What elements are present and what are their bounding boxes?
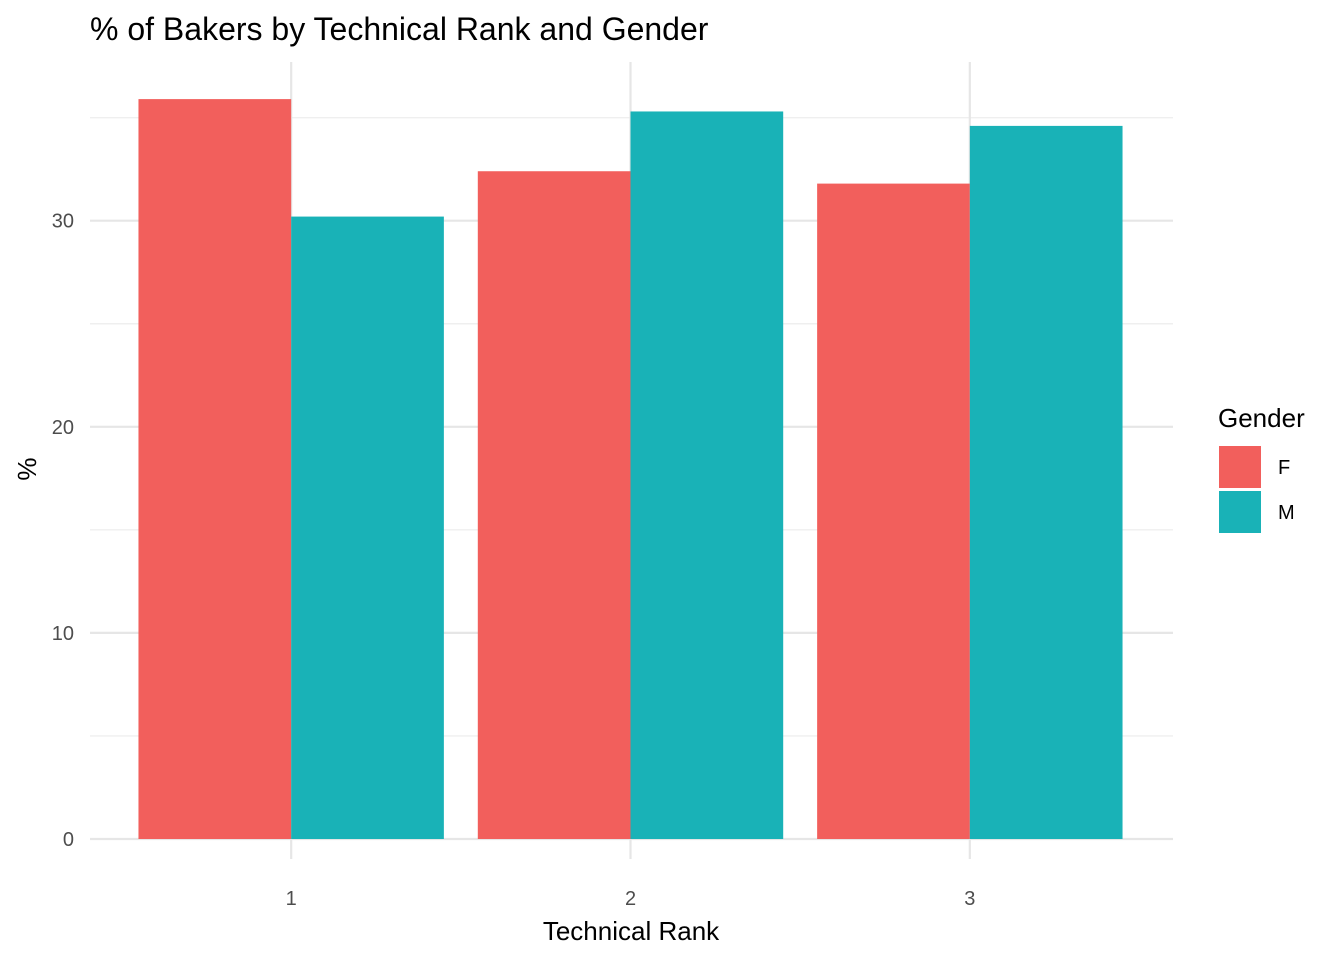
legend: Gender FM (1218, 403, 1305, 533)
x-tick-label: 2 (625, 888, 636, 910)
y-tick-label: 10 (52, 623, 74, 645)
legend-key-M (1219, 491, 1261, 533)
legend-label-M: M (1278, 502, 1295, 524)
y-tick-label: 20 (52, 417, 74, 439)
legend-key-F (1219, 446, 1261, 488)
y-axis-title: % (12, 457, 42, 480)
x-axis-title: Technical Rank (543, 916, 720, 946)
bar-M-rank-1 (291, 216, 444, 839)
bar-F-rank-2 (477, 171, 631, 840)
bar-M-rank-3 (969, 125, 1123, 840)
y-tick-label: 30 (52, 211, 74, 233)
chart-title: % of Bakers by Technical Rank and Gender (90, 11, 709, 47)
legend-title: Gender (1218, 403, 1305, 433)
x-tick-label: 3 (964, 888, 975, 910)
bar-layer (138, 99, 1123, 840)
legend-label-F: F (1278, 457, 1290, 479)
y-tick-label: 0 (63, 829, 74, 851)
axis-layer: 0 10 20 30 1 2 3 (52, 211, 976, 910)
bar-F-rank-1 (138, 99, 292, 839)
bar-F-rank-3 (817, 183, 970, 840)
legend-items: FM (1219, 446, 1295, 533)
bar-M-rank-2 (630, 111, 784, 840)
x-tick-label: 1 (286, 888, 297, 910)
